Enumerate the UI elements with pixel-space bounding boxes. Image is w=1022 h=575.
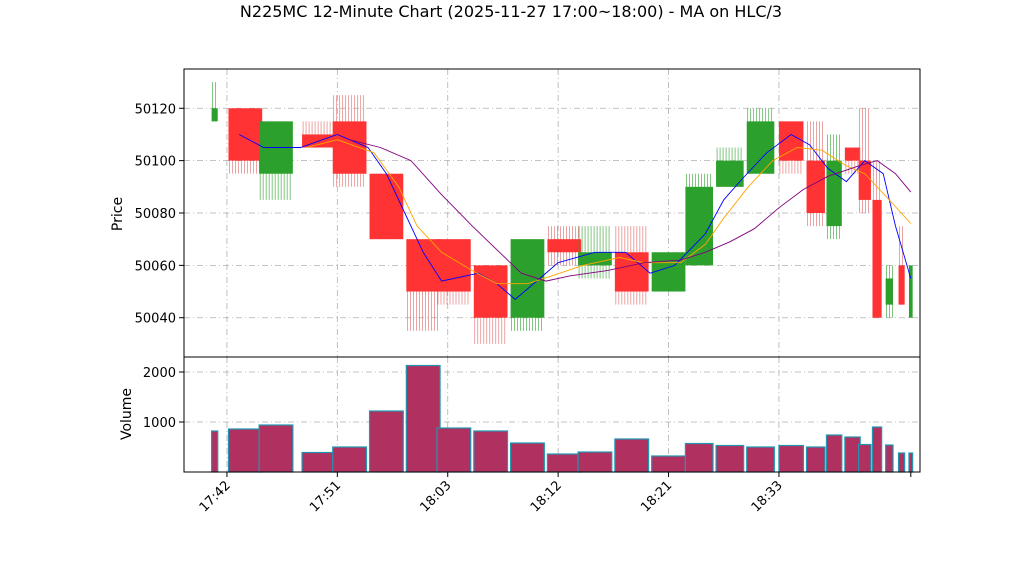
price-panel: 50040 50060 50080 50100 50120 Price [110, 68, 921, 358]
candle-body [369, 173, 404, 240]
volume-panel: 1000 2000 Volume [119, 356, 921, 473]
price-y-tick-label: 50120 [135, 102, 176, 117]
x-tick-label: 17:51 [307, 478, 344, 515]
candle-up [826, 134, 842, 240]
volume-bar [368, 410, 404, 473]
candle-down [302, 121, 336, 148]
volume-bar [510, 442, 545, 473]
candle-body [746, 121, 775, 174]
candle-up [716, 147, 744, 187]
volume-bar [651, 455, 687, 473]
volume-bar [684, 442, 714, 473]
candle-down [614, 226, 649, 305]
price-y-ticks: 50040 50060 50080 50100 50120 [135, 102, 184, 327]
price-y-tick-label: 50060 [135, 259, 176, 274]
candle-body [826, 160, 842, 227]
price-y-tick-label: 50100 [135, 155, 176, 170]
volume-y-label: Volume [119, 388, 135, 440]
candle-down [806, 121, 825, 227]
x-tick-label: 18:21 [638, 478, 675, 515]
candle-body [806, 160, 825, 213]
candle-body [406, 239, 441, 292]
candle-up [510, 239, 545, 331]
candle-down [228, 108, 263, 174]
candle-body [614, 252, 649, 292]
candle-body [844, 147, 861, 161]
ma-line [238, 133, 912, 300]
volume-bar [805, 446, 826, 473]
volume-bar [436, 427, 472, 473]
volume-bar [258, 424, 294, 473]
ma-line [306, 139, 912, 285]
volume-bar [858, 443, 872, 473]
x-tick-label: 18:33 [749, 478, 786, 515]
volume-bar [405, 364, 441, 473]
candle-up [211, 82, 218, 122]
volume-y-tick-label: 2000 [143, 366, 176, 381]
candle-body [872, 199, 882, 318]
volume-bar [546, 453, 582, 473]
volume-bar [871, 426, 883, 473]
candle-down [406, 239, 441, 331]
candle-body [437, 239, 471, 292]
volume-bar [844, 436, 861, 473]
volume-bar [301, 451, 337, 473]
volume-bar [897, 452, 906, 473]
price-y-tick-label: 50040 [135, 312, 176, 327]
candle-body [898, 265, 905, 305]
candle-body [716, 160, 744, 187]
ma-line [349, 139, 912, 282]
candle-up [259, 121, 293, 200]
candle-body [332, 121, 367, 174]
candle-body [858, 160, 871, 200]
volume-bars [211, 364, 914, 473]
x-tick-label: 17:42 [197, 478, 234, 515]
candle-body [651, 252, 686, 292]
candle-up [651, 252, 686, 292]
candle-body [211, 108, 218, 122]
candle-up [578, 226, 612, 279]
volume-bar [825, 434, 843, 473]
volume-bar [577, 451, 613, 473]
volume-bar [908, 452, 914, 473]
volume-y-ticks: 1000 2000 [143, 366, 184, 431]
x-tick-label: 18:03 [417, 478, 454, 515]
volume-bar [746, 446, 775, 473]
candle-body [908, 265, 913, 318]
volume-y-tick-label: 1000 [143, 416, 176, 431]
volume-bar [227, 428, 263, 473]
volume-bar [614, 438, 650, 473]
candle-down [898, 226, 905, 305]
candle-down [473, 265, 508, 344]
candle-body [685, 186, 713, 266]
x-tick-label: 18:12 [528, 478, 565, 515]
candle-down [547, 226, 582, 266]
candle-body [547, 239, 582, 253]
candle-body [228, 108, 263, 161]
candle-up [885, 265, 894, 318]
chart-title: N225MC 12-Minute Chart (2025-11-27 17:00… [240, 2, 782, 21]
x-ticks: 17:42 17:51 18:03 18:12 18:21 18:33 [197, 472, 912, 515]
volume-bar [715, 444, 745, 473]
candle-body [578, 252, 612, 266]
volume-bar [211, 430, 219, 473]
candle-body [885, 278, 894, 305]
price-y-label: Price [110, 197, 126, 231]
candle-down [844, 147, 861, 174]
candle-up [746, 108, 775, 174]
volume-bar [778, 444, 805, 473]
candle-up [685, 173, 713, 266]
volume-frame [183, 356, 921, 473]
volume-bar [885, 444, 894, 473]
volume-bar [332, 446, 368, 473]
candle-down [437, 239, 471, 305]
price-y-tick-label: 50080 [135, 207, 176, 222]
candle-down [872, 160, 882, 318]
price-ma-lines [238, 133, 912, 300]
volume-bar [473, 430, 509, 473]
candle-down [332, 95, 367, 187]
candle-down [858, 108, 871, 213]
candle-down [369, 173, 404, 240]
